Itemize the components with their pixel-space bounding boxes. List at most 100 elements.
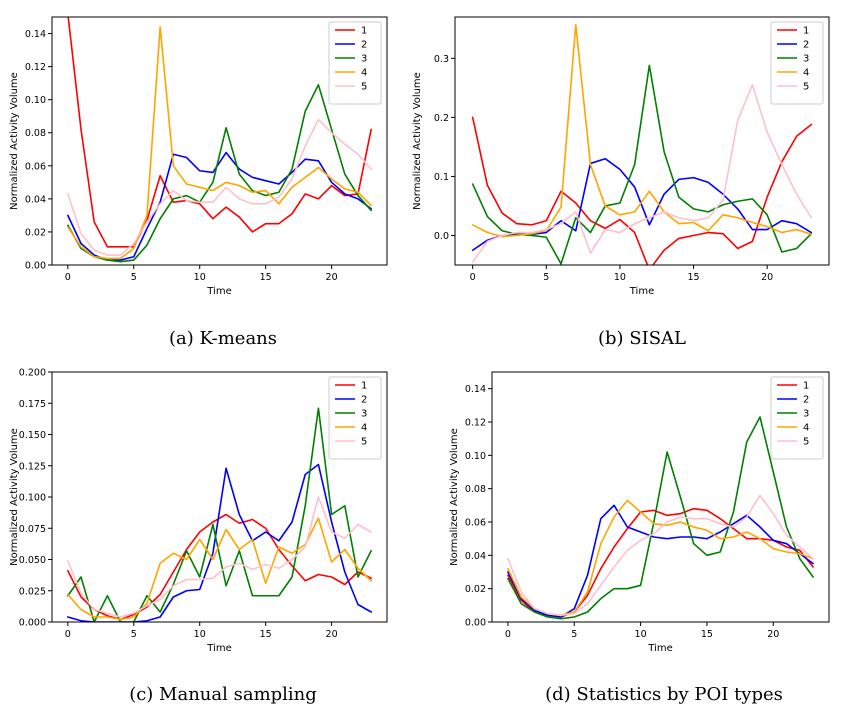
chart-panel-3: 0 5 10 15 200.0000.0250.0500.0750.1000.1250.…: [9, 368, 388, 705]
series-line-4: [507, 499, 814, 617]
legend-label-2: 2: [361, 395, 367, 406]
chart-panel-4: 0 5 10 15 200.000.020.040.060.080.100.120.14…: [449, 371, 830, 705]
series-line-4: [67, 26, 372, 260]
series-line-3: [67, 407, 372, 622]
legend-label-4: 4: [361, 423, 367, 434]
legend-label-4: 4: [361, 68, 367, 79]
series-line-2: [67, 463, 372, 622]
x-tick-label: 15: [687, 272, 699, 283]
legend-label-5: 5: [361, 437, 367, 448]
legend-label-2: 2: [803, 395, 809, 406]
series-line-1: [67, 513, 372, 621]
y-tick-label: 0.200: [19, 368, 46, 379]
y-tick-label: 0.08: [465, 484, 486, 495]
axes-frame: [454, 16, 830, 266]
y-axis-title: Normalized Activity Volume: [412, 72, 423, 210]
y-tick-label: 0.10: [25, 95, 46, 106]
y-tick-label: 0.100: [19, 493, 46, 504]
legend: 1 2 3 4 5: [770, 21, 824, 105]
y-tick-label: 0.02: [25, 227, 46, 238]
legend-label-3: 3: [361, 54, 367, 65]
legend-label-5: 5: [361, 82, 367, 93]
y-tick-label: 0.3: [434, 54, 449, 65]
x-axis-title: Time: [629, 286, 654, 297]
panel-caption: (a) K-means: [169, 328, 277, 349]
y-tick-label: 0.06: [465, 518, 486, 529]
series-line-5: [507, 494, 814, 617]
y-tick-label: 0.04: [25, 194, 46, 205]
y-tick-label: 0.175: [19, 399, 46, 410]
series-line-4: [471, 23, 813, 238]
x-tick-label: 20: [326, 629, 338, 640]
legend-label-1: 1: [361, 381, 367, 392]
legend-label-5: 5: [803, 437, 809, 448]
series-lines: [471, 23, 813, 265]
legend-label-4: 4: [803, 68, 809, 79]
legend: 1 2 3 4 5: [770, 376, 824, 460]
x-tick-label: 10: [614, 272, 626, 283]
x-tick-label: 5: [543, 272, 549, 283]
series-line-3: [471, 64, 813, 265]
legend-frame: [770, 376, 824, 460]
legend-label-4: 4: [803, 423, 809, 434]
legend-frame: [328, 21, 382, 105]
x-tick-label: 5: [131, 272, 137, 283]
legend-label-2: 2: [803, 40, 809, 51]
y-tick-label: 0.12: [25, 62, 46, 73]
axes-frame: [491, 371, 830, 623]
series-lines: [67, 407, 372, 622]
legend-label-3: 3: [803, 409, 809, 420]
y-tick-label: 0.04: [465, 551, 486, 562]
series-lines: [67, 17, 372, 263]
x-tick-label: 5: [131, 629, 137, 640]
series-line-2: [471, 157, 813, 252]
x-tick-label: 0: [505, 629, 511, 640]
x-tick-label: 10: [194, 629, 206, 640]
legend-label-5: 5: [803, 82, 809, 93]
series-line-4: [67, 517, 372, 621]
x-tick-label: 15: [260, 629, 272, 640]
axes-frame: [51, 16, 388, 266]
y-tick-label: 0.150: [19, 430, 46, 441]
series-line-5: [471, 84, 813, 263]
series-line-2: [507, 504, 814, 618]
series-line-1: [471, 116, 813, 265]
y-tick-label: 0.06: [25, 161, 46, 172]
y-tick-label: 0.075: [19, 524, 46, 535]
y-tick-label: 0.0: [434, 231, 449, 242]
x-tick-label: 0: [470, 272, 476, 283]
panel-caption: (c) Manual sampling: [129, 684, 317, 705]
x-tick-label: 0: [65, 629, 71, 640]
y-tick-label: 0.025: [19, 586, 46, 597]
x-axis-title: Time: [647, 643, 672, 654]
legend-label-3: 3: [803, 54, 809, 65]
panel-caption: (b) SISAL: [598, 328, 686, 349]
legend-label-1: 1: [361, 26, 367, 37]
x-axis-title: Time: [206, 643, 231, 654]
x-tick-label: 20: [767, 629, 779, 640]
x-tick-label: 20: [761, 272, 773, 283]
y-tick-label: 0.14: [25, 29, 46, 40]
y-tick-label: 0.2: [434, 113, 449, 124]
series-line-3: [507, 416, 814, 620]
x-axis-title: Time: [206, 286, 231, 297]
y-tick-label: 0.08: [25, 128, 46, 139]
series-line-3: [67, 83, 372, 263]
legend-label-1: 1: [803, 381, 809, 392]
x-tick-label: 5: [571, 629, 577, 640]
x-tick-label: 20: [326, 272, 338, 283]
y-tick-label: 0.12: [465, 418, 486, 429]
y-tick-label: 0.02: [465, 584, 486, 595]
series-line-2: [67, 151, 372, 261]
x-tick-label: 15: [701, 629, 713, 640]
y-tick-label: 0.00: [465, 618, 486, 629]
x-tick-label: 10: [635, 629, 647, 640]
legend: 1 2 3 4 5: [328, 376, 382, 460]
x-tick-label: 0: [65, 272, 71, 283]
legend-frame: [770, 21, 824, 105]
x-tick-label: 15: [260, 272, 272, 283]
series-line-1: [67, 17, 372, 248]
y-tick-label: 0.050: [19, 555, 46, 566]
